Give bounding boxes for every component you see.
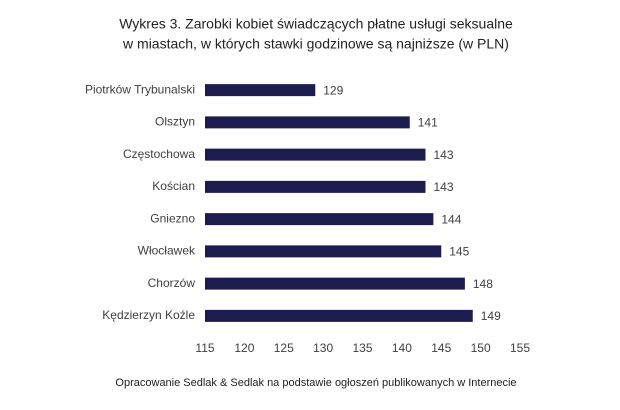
y-tick-label: Piotrków Trybunalski xyxy=(85,82,195,96)
y-tick-label: Kędzierzyn Koźle xyxy=(102,308,195,322)
value-label: 143 xyxy=(434,180,454,194)
x-tick-label: 150 xyxy=(471,341,491,355)
x-tick-label: 135 xyxy=(352,341,372,355)
x-tick-label: 115 xyxy=(195,341,214,355)
y-tick-label: Kościan xyxy=(152,179,195,193)
bar xyxy=(205,180,426,193)
x-tick-label: 130 xyxy=(313,341,333,355)
bar xyxy=(205,84,316,97)
value-label: 148 xyxy=(473,277,493,291)
chart-title: w miastach, w których stawki godzinowe s… xyxy=(122,36,509,52)
source-note: Opracowanie Sedlak & Sedlak na podstawie… xyxy=(115,377,516,389)
x-tick-label: 120 xyxy=(234,341,254,355)
value-label: 129 xyxy=(323,83,343,97)
bar xyxy=(205,245,442,258)
y-tick-label: Chorzów xyxy=(148,276,196,290)
bar xyxy=(205,309,473,322)
y-tick-label: Włocławek xyxy=(138,244,196,258)
y-tick-label: Częstochowa xyxy=(123,147,195,161)
y-tick-label: Olsztyn xyxy=(155,115,195,129)
bar xyxy=(205,116,410,129)
x-tick-label: 145 xyxy=(431,341,451,355)
chart-title: Wykres 3. Zarobki kobiet świadczących pł… xyxy=(119,16,513,32)
bar xyxy=(205,213,434,226)
bar xyxy=(205,277,465,290)
x-tick-label: 140 xyxy=(392,341,412,355)
value-label: 145 xyxy=(449,245,469,259)
value-label: 144 xyxy=(441,212,461,226)
value-label: 143 xyxy=(434,148,454,162)
y-tick-label: Gniezno xyxy=(150,211,195,225)
bar xyxy=(205,148,426,161)
value-label: 149 xyxy=(481,309,501,323)
x-tick-label: 125 xyxy=(274,341,294,355)
value-label: 141 xyxy=(418,116,438,130)
x-tick-label: 155 xyxy=(510,341,530,355)
